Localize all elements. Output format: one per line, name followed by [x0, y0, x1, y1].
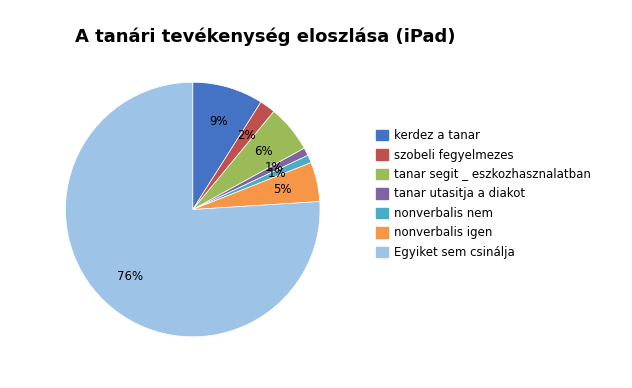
Text: A tanári tevékenység eloszlása (iPad): A tanári tevékenység eloszlása (iPad)	[75, 27, 456, 46]
Wedge shape	[66, 82, 320, 337]
Text: 6%: 6%	[254, 145, 272, 158]
Text: 1%: 1%	[267, 166, 286, 180]
Text: 5%: 5%	[273, 183, 291, 196]
Wedge shape	[193, 163, 320, 210]
Wedge shape	[193, 155, 311, 210]
Wedge shape	[193, 111, 304, 210]
Wedge shape	[193, 148, 308, 210]
Text: 1%: 1%	[265, 161, 284, 175]
Legend: kerdez a tanar, szobeli fegyelmezes, tanar segit _ eszkozhasznalatban, tanar uta: kerdez a tanar, szobeli fegyelmezes, tan…	[372, 125, 594, 263]
Wedge shape	[193, 82, 261, 210]
Wedge shape	[193, 102, 274, 210]
Text: 76%: 76%	[117, 270, 143, 283]
Text: 9%: 9%	[209, 115, 228, 128]
Text: 2%: 2%	[237, 129, 256, 142]
